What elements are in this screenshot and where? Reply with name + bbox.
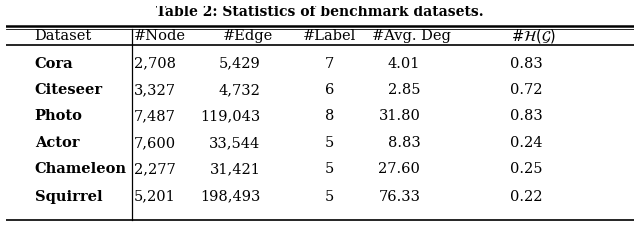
Text: 5: 5 — [324, 136, 334, 150]
Text: Photo: Photo — [35, 109, 83, 122]
Text: 27.60: 27.60 — [378, 162, 420, 176]
Text: 76.33: 76.33 — [378, 189, 420, 203]
Text: 0.24: 0.24 — [510, 136, 543, 150]
Text: Squirrel: Squirrel — [35, 189, 102, 203]
Text: 0.83: 0.83 — [510, 56, 543, 70]
Text: 7: 7 — [324, 56, 334, 70]
Text: #Label: #Label — [303, 29, 356, 43]
Text: 5,201: 5,201 — [134, 189, 176, 203]
Text: Table 2: Statistics of benchmark datasets.: Table 2: Statistics of benchmark dataset… — [156, 5, 484, 19]
Text: 5: 5 — [324, 189, 334, 203]
Text: 0.83: 0.83 — [510, 109, 543, 122]
Text: 2,277: 2,277 — [134, 162, 176, 176]
Text: Cora: Cora — [35, 56, 73, 70]
Text: 8.83: 8.83 — [388, 136, 420, 150]
Text: 5,429: 5,429 — [219, 56, 260, 70]
Text: Actor: Actor — [35, 136, 79, 150]
Text: Chameleon: Chameleon — [35, 162, 127, 176]
Text: 0.25: 0.25 — [510, 162, 543, 176]
Text: 6: 6 — [324, 82, 334, 96]
Text: 31.80: 31.80 — [378, 109, 420, 122]
Text: 33,544: 33,544 — [209, 136, 260, 150]
Text: 119,043: 119,043 — [200, 109, 260, 122]
Text: 198,493: 198,493 — [200, 189, 260, 203]
Text: 7,487: 7,487 — [134, 109, 176, 122]
Text: 31,421: 31,421 — [209, 162, 260, 176]
Text: #Edge: #Edge — [223, 29, 273, 43]
Text: #Node: #Node — [134, 29, 186, 43]
Text: Dataset: Dataset — [35, 29, 92, 43]
Text: Citeseer: Citeseer — [35, 82, 103, 96]
Text: 7,600: 7,600 — [134, 136, 176, 150]
Text: 0.22: 0.22 — [510, 189, 543, 203]
Text: 2,708: 2,708 — [134, 56, 176, 70]
Text: $\#\mathcal{H}(\mathcal{G})$: $\#\mathcal{H}(\mathcal{G})$ — [511, 27, 556, 45]
Text: #Avg. Deg: #Avg. Deg — [371, 29, 451, 43]
Text: 4.01: 4.01 — [388, 56, 420, 70]
Text: 4,732: 4,732 — [218, 82, 260, 96]
Text: 2.85: 2.85 — [388, 82, 420, 96]
Text: 3,327: 3,327 — [134, 82, 176, 96]
Text: 5: 5 — [324, 162, 334, 176]
Text: 0.72: 0.72 — [510, 82, 543, 96]
Text: 8: 8 — [324, 109, 334, 122]
